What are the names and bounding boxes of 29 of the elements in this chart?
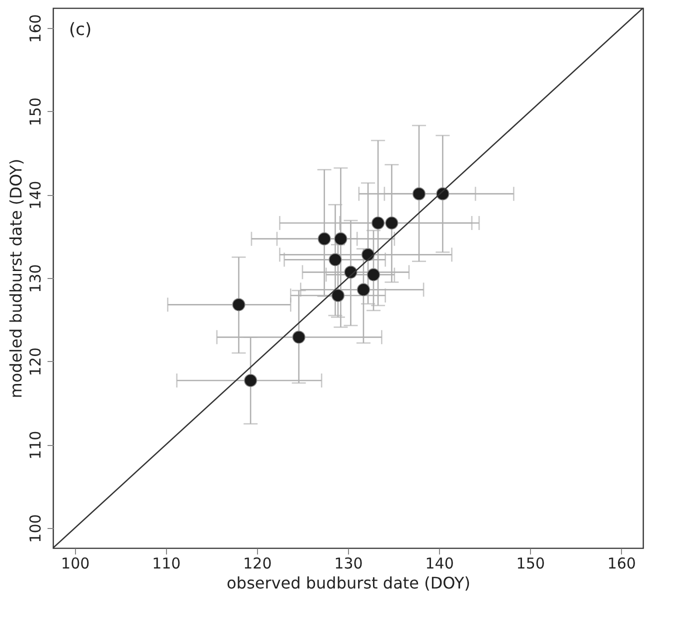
point <box>292 330 306 344</box>
x-tick-label: 100 <box>61 554 90 572</box>
x-tick-label: 140 <box>425 554 454 572</box>
x-tick-label: 120 <box>243 554 272 572</box>
y-axis-title: modeled budburst date (DOY) <box>6 158 26 398</box>
point <box>334 232 348 246</box>
y-tick-label: 150 <box>26 98 44 126</box>
point <box>366 268 380 282</box>
x-tick-label: 110 <box>152 554 181 572</box>
point <box>372 216 385 230</box>
y-tick-label: 130 <box>26 264 44 293</box>
point <box>356 283 370 296</box>
point <box>244 374 258 388</box>
x-tick-label: 130 <box>334 554 363 572</box>
y-tick-label: 140 <box>26 180 44 210</box>
point <box>232 298 246 312</box>
x-axis-title: observed budburst date (DOY) <box>226 574 470 592</box>
y-tick-label: 160 <box>26 14 44 43</box>
point <box>318 232 331 246</box>
annotation: (c) <box>69 20 92 40</box>
y-tick-label: 100 <box>26 514 44 543</box>
point <box>385 216 398 230</box>
x-tick-label: 150 <box>516 554 545 572</box>
y-tick-label: 110 <box>26 430 44 460</box>
point <box>328 253 342 266</box>
y-tick-label: 120 <box>26 348 44 376</box>
point <box>412 187 426 200</box>
x-tick-label: 160 <box>607 554 636 572</box>
point <box>331 288 345 302</box>
